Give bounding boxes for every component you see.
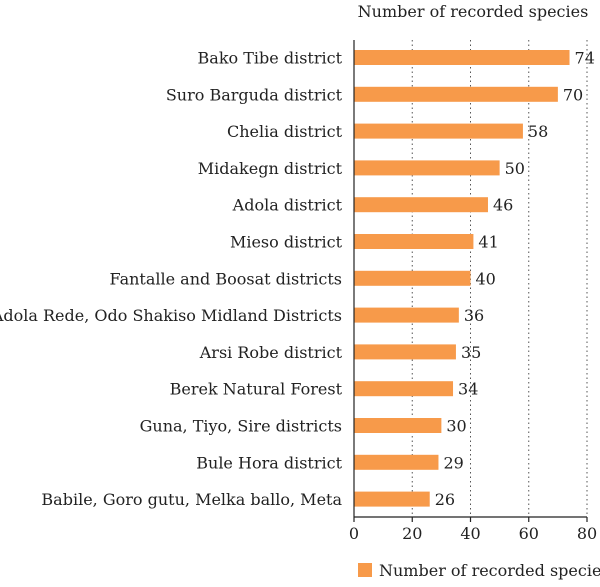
x-tick-label: 80 [577,524,597,543]
value-label: 50 [505,159,525,178]
bar [354,418,442,433]
bar [354,381,454,397]
x-tick-label: 0 [349,524,359,543]
bar [354,197,488,213]
category-label: Bako Tibe district [198,49,343,68]
chart-title: Number of recorded species [358,2,589,21]
value-label: 30 [446,417,466,436]
category-label: Chelia district [227,122,343,141]
bar [354,307,459,323]
value-label: 29 [443,453,463,472]
value-label: 46 [493,196,513,215]
value-label: 26 [435,490,455,509]
value-label: 70 [563,85,583,104]
category-label: Berek Natural Forest [170,380,343,399]
legend: Number of recorded species [358,561,600,580]
category-label: Suro Barguda district [166,85,343,104]
x-tick-label: 40 [460,524,480,543]
value-label: 74 [575,49,595,68]
value-label: 35 [461,343,481,362]
bar [354,234,474,249]
category-label: Midakegn district [198,159,343,178]
legend-label: Number of recorded species [379,561,600,580]
x-tick-label: 60 [519,524,539,543]
category-label: Guna, Tiyo, Sire districts [140,417,342,436]
bar [354,86,558,102]
bar [354,344,456,360]
value-label: 36 [464,306,484,325]
x-tick-label: 20 [402,524,422,543]
bar [354,454,439,470]
bar [354,270,471,286]
value-label: 41 [478,233,498,252]
category-label: Bule Hora district [196,453,342,472]
category-labels: Bako Tibe district Suro Barguda district C… [0,49,343,510]
value-label: 58 [528,122,548,141]
value-label: 34 [458,380,478,399]
category-label: Arsi Robe district [199,343,343,362]
category-label: Mieso district [230,233,343,252]
category-label: Adola district [232,196,343,215]
category-label: Fantalle and Boosat districts [110,269,342,288]
x-axis: 0 20 40 60 80 [349,40,597,543]
bar [354,123,523,139]
bar [354,50,570,65]
bar [354,160,500,176]
category-label: Adola Rede, Odo Shakiso Midland District… [0,306,342,325]
value-label: 40 [476,269,496,288]
bars-group [354,50,570,507]
category-label: Babile, Goro gutu, Melka ballo, Meta [41,490,342,509]
legend-swatch [358,563,372,577]
bar [354,491,430,507]
